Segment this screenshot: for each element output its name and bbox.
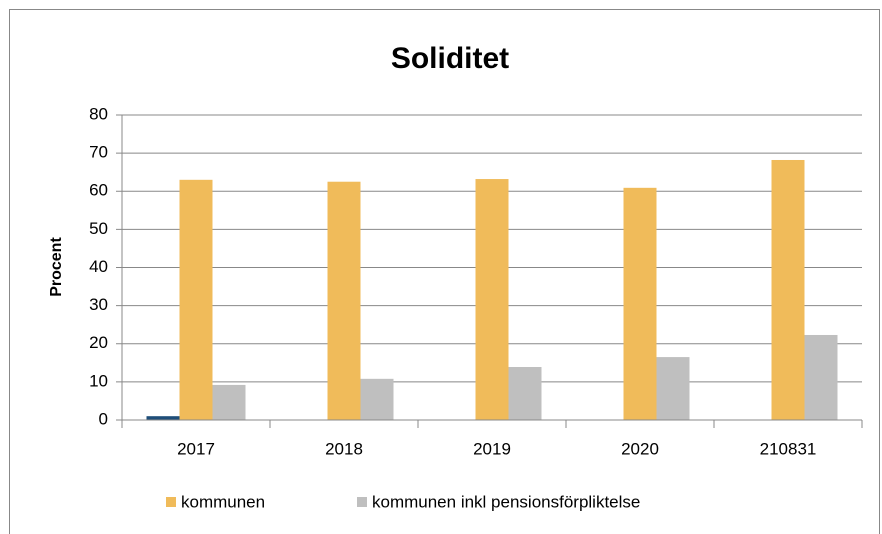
- legend-label: kommunen inkl pensionsförpliktelse: [372, 492, 640, 511]
- y-tick-label: 40: [89, 257, 108, 276]
- chart-title: Soliditet: [391, 42, 509, 75]
- bar: [327, 181, 361, 420]
- x-tick-label: 2020: [621, 439, 659, 458]
- legend-swatch: [357, 497, 367, 507]
- bar: [804, 334, 838, 420]
- bar: [212, 384, 246, 420]
- y-tick-label: 20: [89, 333, 108, 352]
- bar: [508, 367, 542, 420]
- y-tick-label: 50: [89, 219, 108, 238]
- bar: [146, 416, 180, 420]
- legend-label: kommunen: [181, 492, 265, 511]
- y-axis-label: Procent: [48, 237, 65, 297]
- bar: [179, 179, 213, 420]
- bar: [656, 357, 690, 420]
- bar: [771, 159, 805, 421]
- x-tick-label: 2019: [473, 439, 511, 458]
- legend-swatch: [166, 497, 176, 507]
- y-tick-label: 60: [89, 181, 108, 200]
- x-tick-label: 2017: [177, 439, 215, 458]
- bar: [360, 378, 394, 420]
- chart-frame: [9, 9, 880, 534]
- bar: [475, 179, 509, 420]
- y-tick-label: 70: [89, 143, 108, 162]
- y-tick-label: 80: [89, 104, 108, 123]
- y-tick-label: 30: [89, 295, 108, 314]
- y-tick-label: 0: [99, 409, 108, 428]
- bar: [623, 187, 657, 420]
- y-tick-label: 10: [89, 371, 108, 390]
- x-tick-label: 2018: [325, 439, 363, 458]
- x-tick-label: 210831: [760, 439, 817, 458]
